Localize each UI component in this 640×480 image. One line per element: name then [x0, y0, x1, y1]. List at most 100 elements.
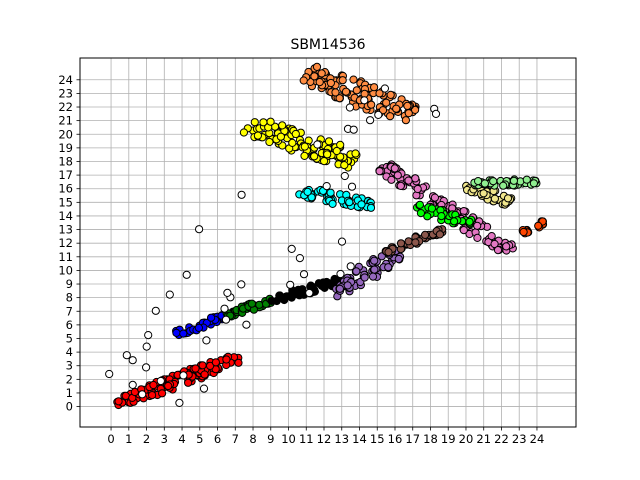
scatter-point: [340, 161, 349, 170]
scatter-point: [370, 265, 379, 274]
scatter-point: [199, 384, 209, 393]
x-axis: 0 1 2 3 4 5 6 7 8 9 10 11 12 13 14 15 16 17 18 19 20 21 22 23 24: [107, 427, 544, 446]
scatter-point: [384, 248, 393, 257]
scatter-point: [191, 364, 200, 373]
scatter-point: [340, 171, 349, 181]
scatter-point: [378, 106, 388, 115]
scatter-point: [237, 190, 246, 199]
scatter-point: [534, 221, 543, 230]
y-tick-label: 21: [58, 114, 73, 128]
scatter-point: [253, 131, 262, 140]
scatter-point: [122, 351, 131, 360]
scatter-point: [509, 176, 519, 185]
y-tick-label: 0: [66, 400, 73, 414]
scatter-point: [336, 269, 345, 279]
scatter-point: [502, 242, 511, 251]
scatter-point: [411, 174, 420, 183]
scatter-point: [320, 157, 329, 166]
scatter-point: [387, 175, 396, 184]
scatter-point: [128, 356, 137, 365]
scatter-point: [479, 189, 488, 198]
scatter-point: [278, 121, 287, 130]
scatter-point: [503, 194, 513, 203]
x-tick-label: 5: [196, 432, 203, 446]
scatter-point: [393, 171, 402, 180]
scatter-point: [423, 212, 432, 221]
scatter-point: [360, 96, 369, 105]
scatter-point: [223, 288, 232, 297]
scatter-point: [352, 267, 361, 276]
y-tick-label: 17: [58, 168, 73, 182]
scatter-point: [281, 292, 290, 301]
scatter-point: [158, 389, 167, 398]
scatter-point: [303, 187, 312, 196]
x-tick-label: 15: [370, 432, 385, 446]
scatter-point: [351, 149, 360, 158]
y-tick-label: 3: [66, 359, 73, 373]
x-tick-label: 8: [249, 432, 256, 446]
scatter-point: [490, 194, 499, 203]
x-tick-label: 11: [299, 432, 314, 446]
scatter-point: [200, 370, 209, 379]
x-tick-label: 1: [125, 432, 132, 446]
scatter-point: [352, 86, 361, 95]
scatter-point: [375, 167, 384, 176]
y-tick-label: 16: [58, 182, 73, 196]
x-tick-label: 0: [107, 432, 114, 446]
y-tick-label: 8: [66, 291, 73, 305]
scatter-point: [368, 272, 378, 281]
scatter-point: [415, 200, 424, 209]
x-tick-label: 7: [232, 432, 239, 446]
scatter-point: [473, 233, 482, 242]
scatter-point: [522, 175, 531, 184]
x-tick-label: 2: [143, 432, 150, 446]
scatter-point: [386, 112, 395, 121]
scatter-point: [519, 227, 528, 237]
scatter-point: [156, 376, 165, 386]
scatter-point: [380, 84, 389, 93]
scatter-point: [307, 193, 316, 202]
scatter-point: [404, 237, 413, 246]
x-tick-label: 14: [352, 432, 367, 446]
scatter-point: [473, 221, 482, 230]
y-tick-label: 18: [58, 154, 73, 168]
scatter-point: [331, 88, 340, 97]
x-tick-label: 24: [530, 432, 545, 446]
scatter-point: [338, 76, 347, 85]
scatter-point: [239, 128, 248, 137]
scatter-point: [172, 328, 181, 337]
scatter-point: [357, 200, 366, 209]
scatter-point: [450, 217, 459, 226]
scatter-point: [291, 129, 300, 139]
scatter-point: [142, 342, 151, 351]
scatter-point: [335, 94, 344, 103]
scatter-point: [179, 371, 188, 380]
scatter-point: [149, 380, 158, 390]
scatter-point: [394, 254, 403, 264]
scatter-point: [317, 69, 326, 78]
scatter-point: [310, 72, 319, 81]
y-tick-label: 15: [58, 195, 73, 209]
scatter-point: [164, 381, 173, 391]
scatter-point: [138, 390, 147, 399]
scatter-point: [247, 299, 256, 308]
scatter-point: [202, 336, 211, 345]
chart-title: SBM14536: [290, 37, 365, 53]
x-tick-label: 10: [281, 432, 296, 446]
y-tick-label: 20: [58, 127, 73, 141]
y-tick-label: 12: [58, 236, 73, 250]
scatter-point: [114, 397, 123, 406]
scatter-point: [411, 238, 420, 247]
y-tick-label: 13: [58, 223, 73, 237]
scatter-point: [345, 198, 354, 207]
scatter-point: [413, 184, 422, 194]
scatter-point: [195, 225, 204, 234]
scatter-point: [295, 254, 304, 263]
y-tick-label: 14: [58, 209, 73, 223]
scatter-point: [198, 361, 207, 370]
scatter-point: [487, 232, 496, 241]
scatter-point: [266, 117, 275, 126]
x-tick-label: 13: [334, 432, 349, 446]
y-tick-label: 5: [66, 331, 73, 345]
x-tick-label: 19: [441, 432, 456, 446]
